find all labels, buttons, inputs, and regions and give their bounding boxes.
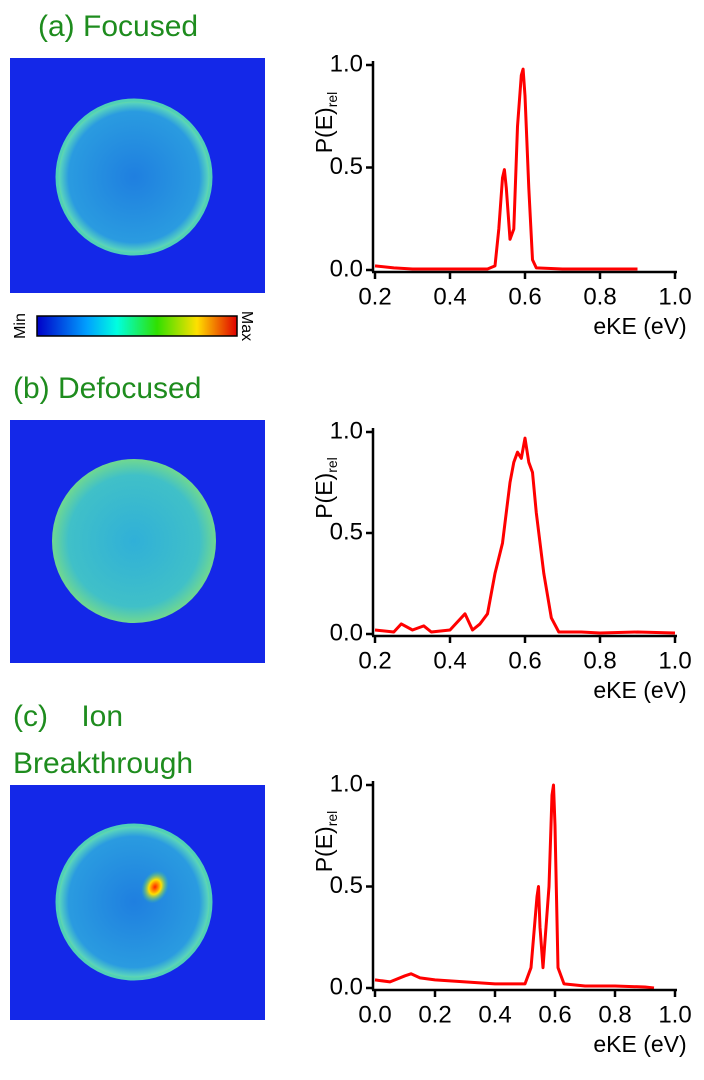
x-tick-label: 0.2 bbox=[358, 647, 391, 674]
image-a bbox=[10, 58, 265, 293]
y-tick-label: 0.5 bbox=[330, 872, 363, 899]
y-axis-label-main: P(E) bbox=[311, 107, 337, 153]
y-tick-label: 0.5 bbox=[330, 153, 363, 180]
x-tick-label: 0.8 bbox=[583, 647, 616, 674]
x-axis-label: eKE (eV) bbox=[593, 677, 686, 703]
y-axis-label: P(E)rel bbox=[311, 457, 340, 519]
x-tick-label: 1.0 bbox=[658, 283, 691, 310]
x-tick-label: 0.4 bbox=[478, 1001, 511, 1028]
x-tick-label: 1.0 bbox=[658, 1001, 691, 1028]
panel-title: (a) Focused bbox=[38, 10, 198, 43]
x-tick-label: 0.6 bbox=[508, 647, 541, 674]
x-axis-label: eKE (eV) bbox=[593, 1031, 686, 1057]
y-tick-label: 0.0 bbox=[330, 255, 363, 282]
data-line bbox=[374, 436, 676, 635]
data-line bbox=[374, 67, 638, 271]
x-tick-label: 0.4 bbox=[433, 647, 466, 674]
y-axis-label-sub: rel bbox=[324, 92, 340, 108]
image-c bbox=[10, 785, 265, 1020]
data-line bbox=[374, 783, 655, 990]
x-tick-label: 0.8 bbox=[598, 1001, 631, 1028]
x-axis-label: eKE (eV) bbox=[593, 313, 686, 339]
colorbar-max: Max bbox=[238, 311, 255, 341]
y-axis-label-main: P(E) bbox=[311, 826, 337, 872]
y-axis-label: P(E)rel bbox=[311, 811, 340, 873]
panel-subtitle: Breakthrough bbox=[13, 747, 193, 780]
y-tick-label: 0.0 bbox=[330, 619, 363, 646]
colorbar bbox=[36, 315, 238, 337]
y-axis-label-sub: rel bbox=[324, 811, 340, 827]
y-tick-label: 1.0 bbox=[330, 417, 363, 444]
y-tick-label: 0.0 bbox=[330, 973, 363, 1000]
y-axis-label: P(E)rel bbox=[311, 92, 340, 154]
y-tick-label: 0.5 bbox=[330, 518, 363, 545]
x-tick-label: 0.2 bbox=[418, 1001, 451, 1028]
x-tick-label: 0.0 bbox=[358, 1001, 391, 1028]
x-tick-label: 1.0 bbox=[658, 647, 691, 674]
x-tick-label: 0.4 bbox=[433, 283, 466, 310]
y-axis-label-main: P(E) bbox=[311, 473, 337, 519]
image-b bbox=[10, 420, 265, 663]
colorbar-min: Min bbox=[12, 313, 29, 339]
panel-title: (c) Ion bbox=[13, 700, 123, 733]
y-tick-label: 1.0 bbox=[330, 50, 363, 77]
x-tick-label: 0.2 bbox=[358, 283, 391, 310]
y-tick-label: 1.0 bbox=[330, 770, 363, 797]
panel-title: (b) Defocused bbox=[13, 372, 201, 405]
y-axis-label-sub: rel bbox=[324, 457, 340, 473]
x-tick-label: 0.6 bbox=[508, 283, 541, 310]
x-tick-label: 0.8 bbox=[583, 283, 616, 310]
x-tick-label: 0.6 bbox=[538, 1001, 571, 1028]
